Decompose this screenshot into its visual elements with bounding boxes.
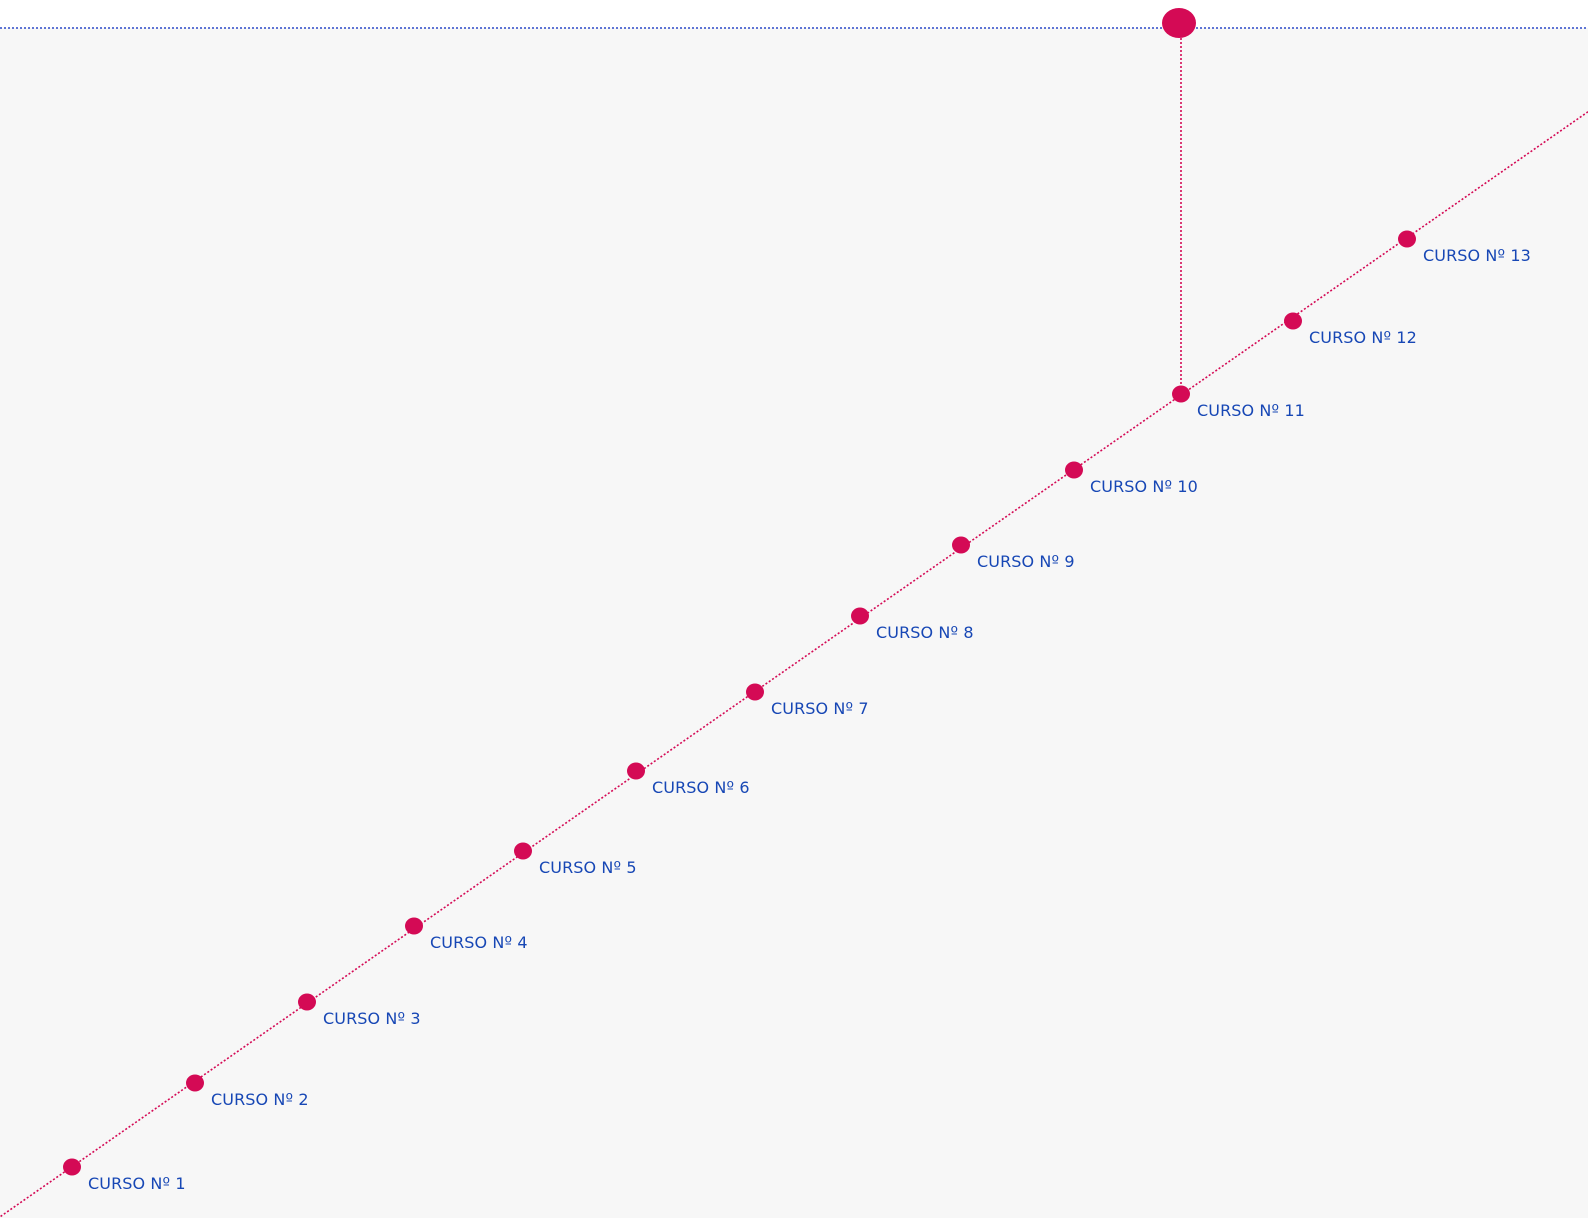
course-node-label: CURSO Nº 3 (323, 1009, 421, 1028)
course-node-label: CURSO Nº 5 (539, 858, 637, 877)
course-path-line (0, 110, 1588, 1218)
course-node[interactable]: CURSO Nº 12 (1284, 312, 1417, 348)
course-node[interactable]: CURSO Nº 4 (405, 917, 528, 953)
course-node-dot[interactable] (1065, 461, 1083, 479)
course-node[interactable]: CURSO Nº 6 (627, 762, 750, 798)
course-node[interactable]: CURSO Nº 13 (1398, 230, 1531, 266)
course-node-label: CURSO Nº 11 (1197, 401, 1305, 420)
course-node[interactable]: CURSO Nº 7 (746, 683, 869, 719)
course-node-dot[interactable] (186, 1074, 204, 1092)
course-node-label: CURSO Nº 6 (652, 778, 750, 797)
course-node-dot[interactable] (1284, 312, 1302, 330)
course-node[interactable]: CURSO Nº 10 (1065, 461, 1198, 497)
course-node[interactable]: CURSO Nº 2 (186, 1074, 309, 1110)
course-node-label: CURSO Nº 1 (88, 1174, 186, 1193)
course-node-dot[interactable] (1398, 230, 1416, 248)
course-node[interactable]: CURSO Nº 5 (514, 842, 637, 878)
course-node-dot[interactable] (298, 993, 316, 1011)
course-node-dot[interactable] (63, 1158, 81, 1176)
course-node-dot[interactable] (746, 683, 764, 701)
course-node-dot[interactable] (851, 607, 869, 625)
course-node-label: CURSO Nº 8 (876, 623, 974, 642)
course-node[interactable]: CURSO Nº 9 (952, 536, 1075, 572)
course-node-dot[interactable] (1172, 385, 1190, 403)
course-nodes: CURSO Nº 1 CURSO Nº 2 CURSO Nº 3 CURSO Nº 4… (63, 230, 1531, 1194)
course-node-label: CURSO Nº 4 (430, 933, 528, 952)
course-node-dot[interactable] (952, 536, 970, 554)
course-node-label: CURSO Nº 10 (1090, 477, 1198, 496)
course-node-label: CURSO Nº 12 (1309, 328, 1417, 347)
course-node-label: CURSO Nº 13 (1423, 246, 1531, 265)
course-node[interactable]: CURSO Nº 8 (851, 607, 974, 643)
course-node-label: CURSO Nº 9 (977, 552, 1075, 571)
course-node[interactable]: CURSO Nº 11 (1172, 385, 1305, 421)
course-node-dot[interactable] (627, 762, 645, 780)
course-node[interactable]: CURSO Nº 1 (63, 1158, 186, 1194)
current-position-marker[interactable] (1162, 8, 1196, 38)
course-node-dot[interactable] (405, 917, 423, 935)
course-node-label: CURSO Nº 7 (771, 699, 869, 718)
course-node-label: CURSO Nº 2 (211, 1090, 309, 1109)
top-band (0, 0, 1588, 28)
course-node-dot[interactable] (514, 842, 532, 860)
course-node[interactable]: CURSO Nº 3 (298, 993, 421, 1029)
